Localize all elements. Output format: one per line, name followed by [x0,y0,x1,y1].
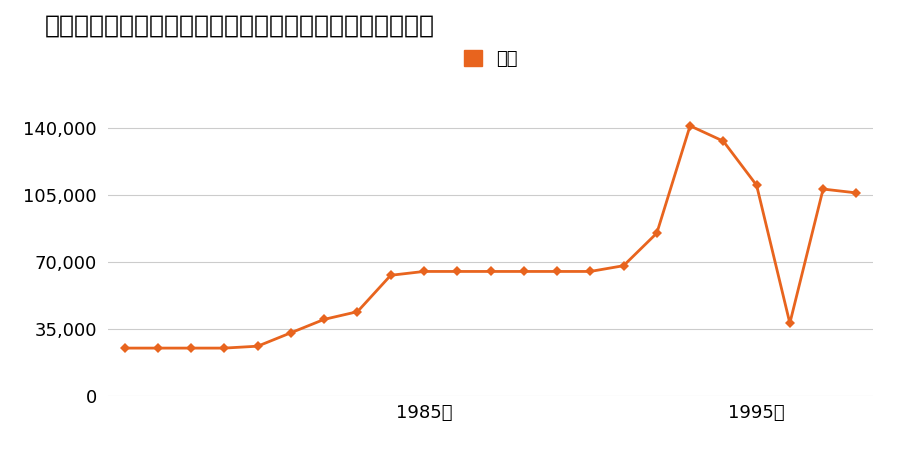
Legend: 価格: 価格 [456,43,525,76]
Text: 埼玉県比企郡小川町大字大塚字御門９０９番５の地価推移: 埼玉県比企郡小川町大字大塚字御門９０９番５の地価推移 [45,14,435,37]
